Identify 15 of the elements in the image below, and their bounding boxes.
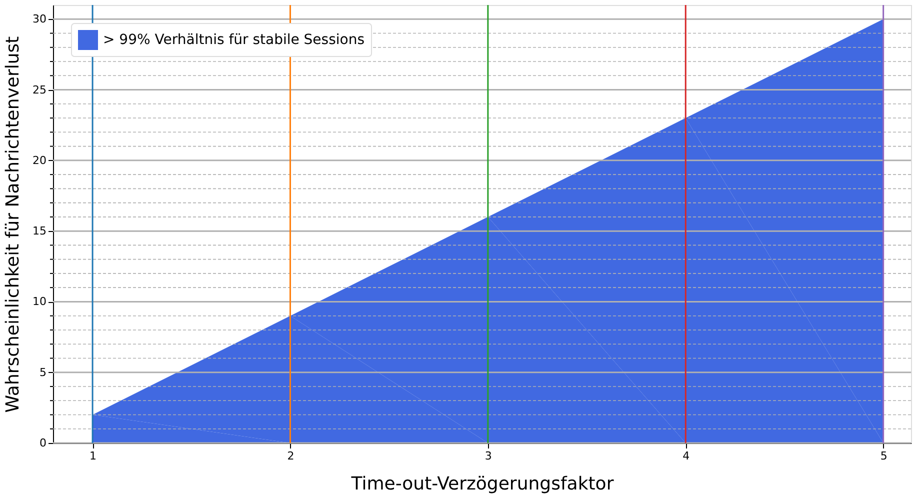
x-axis-title: Time-out-Verzögerungsfaktor xyxy=(350,474,614,494)
y-tick-label: 15 xyxy=(32,224,46,238)
x-tick-label: 3 xyxy=(484,450,492,462)
x-tick-label: 4 xyxy=(682,450,690,462)
y-axis-title: Wahrscheinlichkeit für Nachrichtenverlust xyxy=(2,36,24,413)
y-tick-label: 5 xyxy=(40,366,46,379)
y-tick-label: 10 xyxy=(32,295,46,308)
y-tick-label: 20 xyxy=(32,154,46,167)
x-tick-label: 5 xyxy=(880,450,888,462)
y-tick-label: 30 xyxy=(32,12,46,26)
legend-label: > 99% Verhältnis für stabile Sessions xyxy=(103,32,365,48)
y-tick-label: 0 xyxy=(40,436,46,450)
x-tick-label: 2 xyxy=(287,450,294,462)
x-tick-label: 1 xyxy=(90,450,97,462)
y-tick-label: 25 xyxy=(32,83,46,96)
